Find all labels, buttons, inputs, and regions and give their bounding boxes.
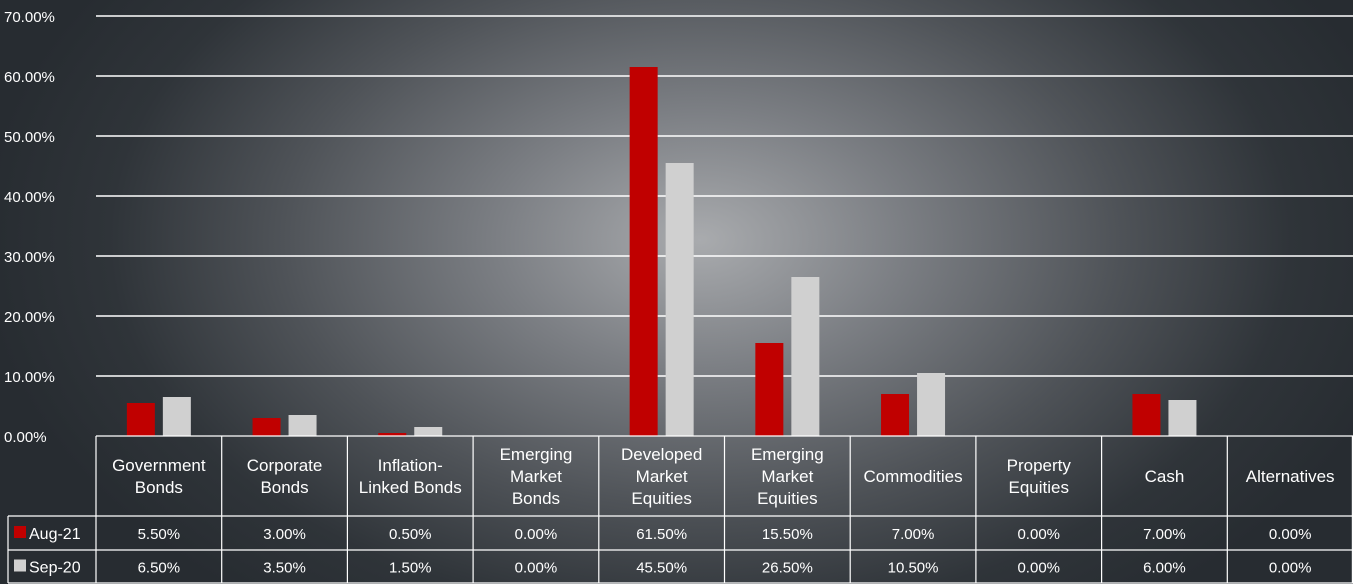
bar-aug-21 (378, 433, 407, 436)
bar-aug-21 (881, 394, 910, 436)
data-value-label: 6.50% (138, 560, 181, 577)
legend-key-sep-20 (14, 559, 26, 572)
category-label: Developed Market Equities (621, 445, 702, 508)
category-label: Alternatives (1246, 467, 1335, 486)
category-label: Emerging Market Bonds (500, 445, 573, 508)
y-axis-tick-labels: 0.00% 10.00% 20.00% 30.00% 40.00% 50.00% 60.00… (4, 9, 55, 446)
y-tick-label: 30.00% (4, 249, 55, 266)
data-value-label: 0.00% (1017, 560, 1060, 577)
legend-label: Sep-20 (29, 560, 81, 577)
data-table: Government Bonds Corporate Bonds Inflation-L… (7, 435, 1353, 584)
data-value-label: 6.00% (1143, 560, 1186, 577)
y-tick-label: 0.00% (4, 429, 47, 446)
bar-sep-20 (162, 397, 191, 436)
category-label: Cash (1145, 467, 1185, 486)
bar-sep-20 (1168, 400, 1197, 436)
category-label: Emerging Market Equities (751, 445, 824, 508)
bar-aug-21 (629, 67, 658, 436)
y-tick-label: 60.00% (4, 69, 55, 86)
bar-aug-21 (126, 403, 155, 436)
y-tick-label: 50.00% (4, 129, 55, 146)
bar-sep-20 (665, 163, 694, 436)
data-value-label: 7.00% (892, 526, 935, 543)
bar-aug-21 (755, 343, 784, 436)
legend-label: Aug-21 (29, 526, 81, 543)
y-tick-label: 70.00% (4, 9, 55, 26)
legend-key-aug-21 (14, 526, 26, 538)
category-label: Inflation-Linked Bonds (359, 456, 462, 497)
data-value-label: 10.50% (888, 560, 939, 577)
bar-sep-20 (288, 415, 317, 436)
category-label: Government Bonds (112, 456, 206, 497)
data-value-label: 0.50% (389, 526, 432, 543)
category-label: Corporate Bonds (247, 456, 323, 497)
data-value-label: 0.00% (515, 560, 558, 577)
data-value-label: 3.50% (263, 560, 306, 577)
bar-sep-20 (917, 373, 946, 436)
data-value-label: 1.50% (389, 560, 432, 577)
data-value-label: 0.00% (515, 526, 558, 543)
category-label: Property Equities (1007, 456, 1072, 497)
data-value-label: 0.00% (1017, 526, 1060, 543)
data-value-label: 7.00% (1143, 526, 1186, 543)
gridlines (96, 15, 1353, 377)
data-value-label: 45.50% (636, 560, 687, 577)
data-value-label: 15.50% (762, 526, 813, 543)
y-tick-label: 20.00% (4, 309, 55, 326)
data-value-label: 3.00% (263, 526, 306, 543)
bar-aug-21 (252, 418, 281, 436)
data-value-label: 26.50% (762, 560, 813, 577)
data-value-label: 0.00% (1269, 526, 1312, 543)
bar-aug-21 (1132, 394, 1161, 436)
bar-sep-20 (414, 427, 443, 436)
y-tick-label: 10.00% (4, 369, 55, 386)
y-tick-label: 40.00% (4, 189, 55, 206)
data-value-label: 5.50% (138, 526, 181, 543)
category-label: Commodities (863, 467, 962, 486)
data-value-label: 61.50% (636, 526, 687, 543)
bar-sep-20 (791, 277, 820, 436)
data-value-label: 0.00% (1269, 560, 1312, 577)
bars (126, 67, 1197, 436)
